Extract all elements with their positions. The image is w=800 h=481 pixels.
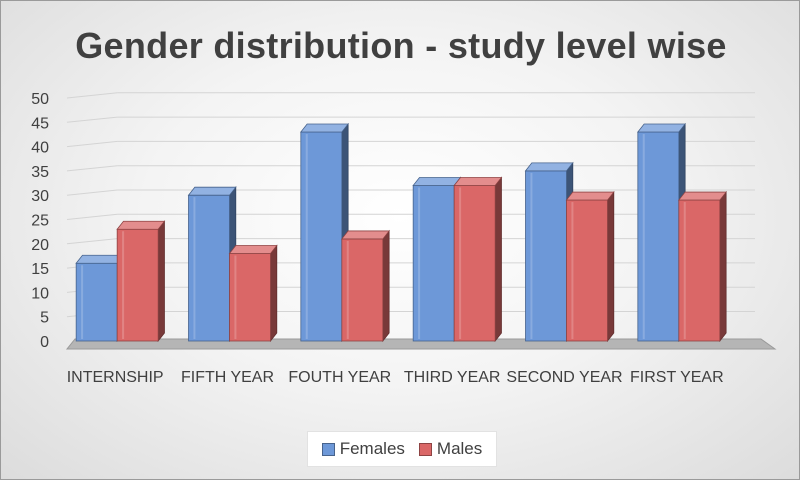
bar-top bbox=[300, 123, 349, 133]
bar-highlight bbox=[530, 172, 533, 339]
bar-males-0 bbox=[116, 220, 166, 343]
legend-swatch-males bbox=[418, 442, 432, 456]
legend-label-males: Males bbox=[436, 439, 483, 458]
bar-females-2 bbox=[300, 122, 349, 343]
bar-highlight bbox=[234, 255, 237, 339]
y-tick-label: 40 bbox=[31, 140, 49, 157]
bar-top bbox=[524, 162, 574, 172]
bar-top bbox=[637, 123, 686, 133]
bar-top bbox=[565, 191, 615, 201]
legend-item-females: Females bbox=[321, 439, 405, 459]
legend-label-females: Females bbox=[339, 439, 405, 458]
chart-floor bbox=[65, 338, 777, 350]
x-tick-label: FIFTH YEAR bbox=[181, 369, 274, 386]
gridline-slant bbox=[66, 92, 118, 99]
bar-highlight bbox=[571, 202, 574, 339]
bars bbox=[75, 122, 727, 343]
gridline-slant bbox=[66, 116, 118, 123]
bar-top bbox=[75, 254, 125, 264]
bar-side bbox=[382, 229, 390, 343]
bar-highlight bbox=[193, 197, 196, 339]
y-axis-ticks: 0 5 10 15 20 25 30 35 40 45 50 bbox=[31, 91, 49, 351]
gridline-slant bbox=[66, 213, 118, 220]
bar-males-2 bbox=[341, 229, 390, 343]
y-tick-label: 25 bbox=[31, 213, 49, 230]
x-tick-label: FOUTH YEAR bbox=[288, 369, 391, 386]
gridline-slant bbox=[66, 165, 118, 172]
y-tick-label: 0 bbox=[40, 334, 49, 351]
bar-females-5 bbox=[637, 122, 686, 343]
bar-females-4 bbox=[524, 161, 574, 343]
x-tick-label: INTERNSHIP bbox=[67, 369, 164, 386]
bar-top bbox=[453, 177, 503, 186]
legend: Females Males bbox=[307, 431, 497, 467]
gridline-slant bbox=[66, 189, 118, 196]
bar-top bbox=[341, 230, 390, 240]
bar-top bbox=[116, 220, 166, 230]
bar-highlight bbox=[642, 134, 645, 339]
bar-highlight bbox=[683, 202, 686, 339]
gridline-slant bbox=[66, 238, 118, 245]
bar-top bbox=[678, 191, 727, 201]
bar-highlight bbox=[459, 187, 462, 339]
bar-top bbox=[412, 177, 462, 186]
bar-males-5 bbox=[678, 190, 727, 343]
bar-side bbox=[270, 244, 278, 343]
x-axis-ticks: INTERNSHIP FIFTH YEAR FOUTH YEAR THIRD YEAR… bbox=[67, 369, 724, 386]
y-tick-label: 35 bbox=[31, 164, 49, 181]
y-tick-label: 50 bbox=[31, 91, 49, 108]
x-tick-label: FIRST YEAR bbox=[630, 369, 724, 386]
bar-males-3 bbox=[453, 176, 503, 343]
legend-item-males: Males bbox=[418, 439, 483, 459]
x-tick-label: SECOND YEAR bbox=[506, 369, 622, 386]
bar-side bbox=[719, 190, 727, 343]
bar-highlight bbox=[122, 231, 125, 339]
bar-females-1 bbox=[187, 186, 237, 343]
bar-top bbox=[228, 245, 278, 254]
y-tick-label: 10 bbox=[31, 285, 49, 302]
y-tick-label: 30 bbox=[31, 188, 49, 205]
bar-side bbox=[157, 220, 165, 343]
bar-top bbox=[187, 186, 237, 196]
bar-highlight bbox=[418, 187, 421, 339]
bar-side bbox=[607, 190, 615, 343]
y-tick-label: 45 bbox=[31, 115, 49, 132]
x-tick-label: THIRD YEAR bbox=[404, 369, 501, 386]
gridline-slant bbox=[66, 140, 118, 148]
floor-plane bbox=[65, 338, 777, 350]
bar-males-1 bbox=[228, 244, 278, 343]
bar-side bbox=[494, 176, 502, 343]
y-tick-label: 20 bbox=[31, 237, 49, 254]
bar-females-3 bbox=[412, 176, 462, 343]
y-tick-label: 5 bbox=[40, 310, 49, 327]
bar-highlight bbox=[346, 240, 349, 339]
chart-title: Gender distribution - study level wise bbox=[75, 25, 727, 66]
bar-highlight bbox=[305, 134, 308, 339]
bar-males-4 bbox=[565, 190, 615, 343]
bar-females-0 bbox=[75, 254, 125, 343]
y-tick-label: 15 bbox=[31, 261, 49, 278]
legend-swatch-females bbox=[321, 442, 335, 456]
bar-highlight bbox=[81, 265, 84, 339]
